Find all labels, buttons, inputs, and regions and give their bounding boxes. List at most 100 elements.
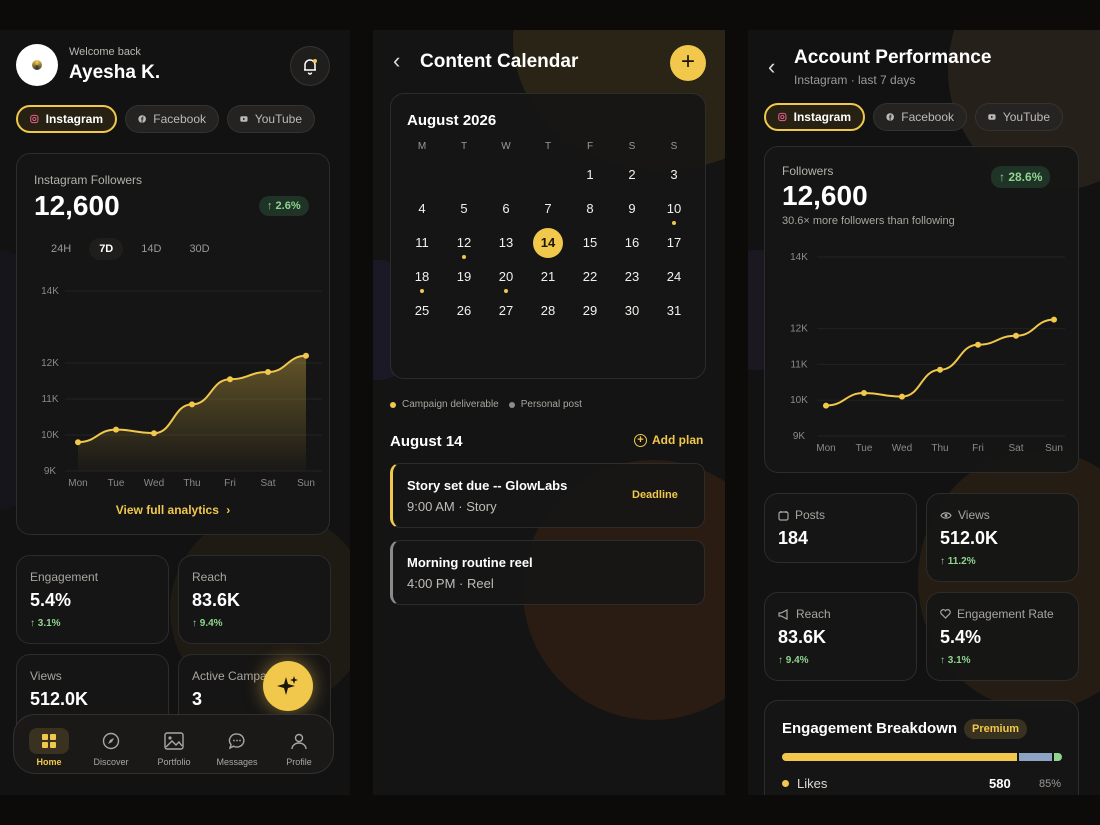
calendar-day[interactable]: 23 xyxy=(617,264,647,290)
calendar-day[interactable]: 6 xyxy=(491,196,521,222)
calendar-day[interactable]: 3 xyxy=(659,162,689,188)
calendar-day[interactable]: 5 xyxy=(449,196,479,222)
calendar-day[interactable]: 19 xyxy=(449,264,479,290)
tab-facebook[interactable]: Facebook xyxy=(125,105,219,133)
tab-youtube[interactable]: YouTube xyxy=(227,105,315,133)
range-30d[interactable]: 30D xyxy=(189,243,210,255)
compass-icon xyxy=(102,732,120,750)
nav-profile[interactable]: Profile xyxy=(269,727,329,767)
calendar-day[interactable]: 10 xyxy=(659,196,689,225)
nav-label: Profile xyxy=(286,757,312,767)
calendar-day[interactable]: 2 xyxy=(617,162,647,188)
x-tick-label: Wed xyxy=(892,443,912,454)
stat-label: Engagement xyxy=(30,570,99,584)
user-icon xyxy=(291,733,307,750)
calendar-day[interactable]: 22 xyxy=(575,264,605,290)
calendar-day[interactable]: 13 xyxy=(491,230,521,256)
event-card[interactable]: Story set due -- GlowLabs 9:00 AM · Stor… xyxy=(390,463,705,528)
breakdown-segment xyxy=(1018,753,1052,761)
calendar-day[interactable]: 17 xyxy=(659,230,689,256)
y-tick-label: 11K xyxy=(790,359,807,370)
calendar-day[interactable]: 26 xyxy=(449,298,479,324)
calendar-day[interactable]: 15 xyxy=(575,230,605,256)
notifications-button[interactable] xyxy=(290,46,330,86)
add-plan-label: Add plan xyxy=(652,433,704,447)
day-number: 11 xyxy=(415,235,429,250)
stat-value: 5.4% xyxy=(30,590,72,610)
back-button[interactable]: ‹ xyxy=(393,48,401,73)
tab-facebook[interactable]: Facebook xyxy=(873,103,967,131)
range-selector: 24H 7D 14D 30D xyxy=(41,238,220,260)
add-event-button[interactable]: + xyxy=(670,45,706,81)
image-icon xyxy=(164,732,184,750)
nav-portfolio[interactable]: Portfolio xyxy=(144,727,204,767)
add-plan-button[interactable]: + Add plan xyxy=(634,433,703,447)
calendar-day[interactable]: 29 xyxy=(575,298,605,324)
calendar-day[interactable]: 28 xyxy=(533,298,563,324)
instagram-icon xyxy=(30,114,39,124)
tab-instagram[interactable]: Instagram xyxy=(16,105,117,133)
stat-card-posts[interactable]: Posts 184 xyxy=(764,493,917,563)
calendar-day[interactable]: 16 xyxy=(617,230,647,256)
calendar-day[interactable]: 12 xyxy=(449,230,479,259)
calendar-day[interactable]: 27 xyxy=(491,298,521,324)
x-tick-label: Mon xyxy=(816,443,835,454)
nav-home[interactable]: Home xyxy=(19,727,79,767)
bell-icon xyxy=(304,59,317,75)
stat-card-reach[interactable]: Reach 83.6K ↑ 9.4% xyxy=(764,592,917,681)
data-point xyxy=(975,341,981,348)
legend-label: Personal post xyxy=(520,399,582,410)
nav-label: Discover xyxy=(93,757,129,767)
view-analytics-link[interactable]: View full analytics › xyxy=(17,503,329,517)
calendar-day[interactable]: 30 xyxy=(617,298,647,324)
stat-card-engagement[interactable]: Engagement 5.4% ↑ 3.1% xyxy=(16,555,169,644)
eye-icon xyxy=(940,511,952,519)
weekday-label: F xyxy=(586,141,594,152)
day-number: 24 xyxy=(666,269,682,284)
range-24h[interactable]: 24H xyxy=(51,243,72,255)
avatar[interactable] xyxy=(16,44,58,86)
stat-change: ↑ 3.1% xyxy=(940,655,971,666)
nav-discover[interactable]: Discover xyxy=(81,727,141,767)
calendar-day[interactable]: 18 xyxy=(407,264,437,293)
likes-dot xyxy=(782,780,789,787)
nav-messages[interactable]: Messages xyxy=(207,727,267,767)
calendar-day[interactable]: 7 xyxy=(533,196,563,222)
ai-assistant-fab[interactable] xyxy=(263,661,313,711)
breakdown-bar xyxy=(782,753,1062,761)
range-14d[interactable]: 14D xyxy=(141,243,162,255)
calendar-day[interactable]: 25 xyxy=(407,298,437,324)
stat-card-engagement-rate[interactable]: Engagement Rate 5.4% ↑ 3.1% xyxy=(926,592,1079,681)
range-7d[interactable]: 7D xyxy=(89,238,124,260)
tab-label: Facebook xyxy=(901,110,954,124)
back-button[interactable]: ‹ xyxy=(768,54,776,79)
tab-youtube[interactable]: YouTube xyxy=(975,103,1063,131)
stat-card-reach[interactable]: Reach 83.6K ↑ 9.4% xyxy=(178,555,331,644)
x-tick-label: Sun xyxy=(297,478,315,489)
calendar-day[interactable]: 21 xyxy=(533,264,563,290)
stat-label: Reach xyxy=(778,607,831,621)
day-number: 31 xyxy=(666,303,682,318)
day-number: 2 xyxy=(628,167,636,182)
stat-card-views[interactable]: Views 512.0K ↑ 11.2% xyxy=(926,493,1079,582)
calendar-day[interactable]: 24 xyxy=(659,264,689,290)
calendar-day[interactable]: 9 xyxy=(617,196,647,222)
y-tick-label: 10K xyxy=(790,395,808,406)
calendar-day[interactable]: 31 xyxy=(659,298,689,324)
day-number: 8 xyxy=(586,201,594,216)
calendar-day[interactable]: 11 xyxy=(407,230,437,256)
stat-value: 83.6K xyxy=(192,590,241,610)
tab-instagram[interactable]: Instagram xyxy=(764,103,865,131)
calendar-day[interactable]: 4 xyxy=(407,196,437,222)
stat-label: Posts xyxy=(778,508,825,522)
calendar-day[interactable]: 1 xyxy=(575,162,605,188)
calendar-day[interactable]: 14 xyxy=(533,228,563,258)
calendar-day[interactable]: 20 xyxy=(491,264,521,293)
calendar-screen: ‹ Content Calendar + August 2026 M T W T… xyxy=(373,30,725,795)
calendar-day[interactable]: 8 xyxy=(575,196,605,222)
stat-label-text: Engagement Rate xyxy=(957,607,1054,621)
page-title: Account Performance xyxy=(794,47,992,68)
x-tick-label: Fri xyxy=(224,478,236,489)
day-number: 16 xyxy=(624,235,640,250)
event-card[interactable]: Morning routine reel 4:00 PM · Reel xyxy=(390,540,705,605)
